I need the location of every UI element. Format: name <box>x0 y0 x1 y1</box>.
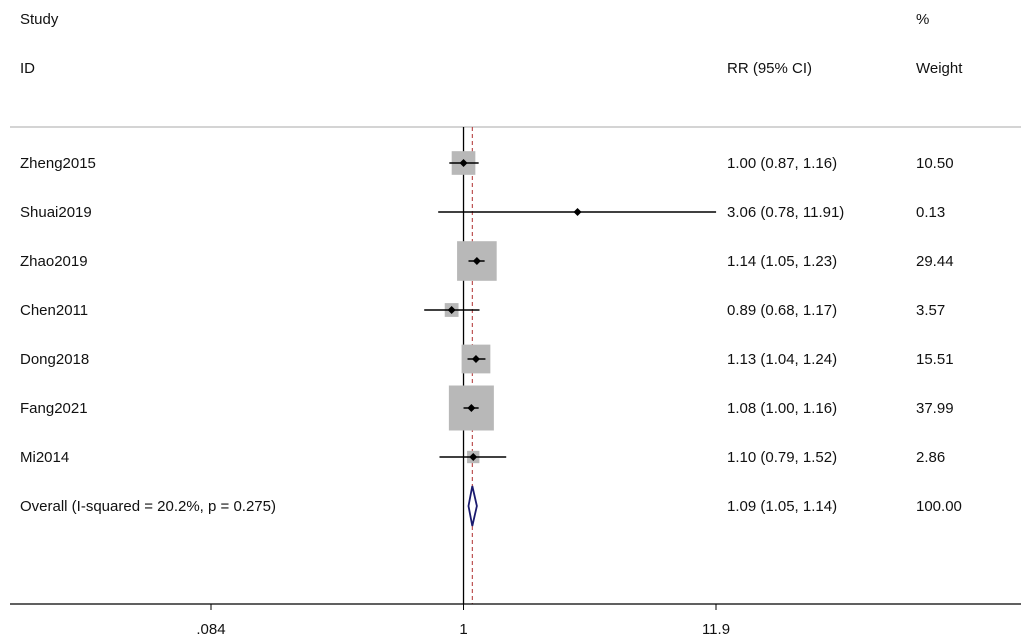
point-estimate <box>469 453 478 461</box>
weight-value: 0.13 <box>916 204 945 221</box>
study-row: Zheng2015 1.00 (0.87, 1.16) 10.50 <box>20 151 954 175</box>
rr-ci-value: 3.06 (0.78, 11.91) <box>727 204 844 221</box>
study-name: Zhao2019 <box>20 253 88 270</box>
header-effect-label: RR (95% CI) <box>727 60 812 77</box>
rr-ci-value: 1.14 (1.05, 1.23) <box>727 253 837 270</box>
x-axis-ticks: .084 1 11.9 <box>196 604 730 638</box>
study-row: Zhao2019 1.14 (1.05, 1.23) 29.44 <box>20 241 954 281</box>
rr-ci-value: 0.89 (0.68, 1.17) <box>727 302 837 319</box>
weight-value: 37.99 <box>916 400 954 417</box>
study-rows: Zheng2015 1.00 (0.87, 1.16) 10.50 Shuai2019… <box>20 151 954 466</box>
point-estimate <box>573 208 582 216</box>
header-weight-label: Weight <box>916 60 963 77</box>
study-name: Dong2018 <box>20 351 89 368</box>
x-tick-label: 1 <box>459 621 467 638</box>
weight-value: 3.57 <box>916 302 945 319</box>
point-estimate <box>467 404 476 412</box>
weight-value: 10.50 <box>916 155 954 172</box>
header-id-label: ID <box>20 60 35 77</box>
point-estimate <box>459 159 468 167</box>
study-name: Zheng2015 <box>20 155 96 172</box>
rr-ci-value: 1.10 (0.79, 1.52) <box>727 449 837 466</box>
rr-ci-value: 1.13 (1.04, 1.24) <box>727 351 837 368</box>
overall-label: Overall (I-squared = 20.2%, p = 0.275) <box>20 498 276 515</box>
rr-ci-value: 1.00 (0.87, 1.16) <box>727 155 837 172</box>
weight-value: 2.86 <box>916 449 945 466</box>
header-study-label: Study <box>20 11 59 28</box>
overall-row: Overall (I-squared = 20.2%, p = 0.275) 1.… <box>20 485 962 527</box>
study-name: Shuai2019 <box>20 204 92 221</box>
rr-ci-value: 1.08 (1.00, 1.16) <box>727 400 837 417</box>
study-name: Chen2011 <box>20 302 88 319</box>
overall-diamond <box>467 485 478 527</box>
study-row: Mi2014 1.10 (0.79, 1.52) 2.86 <box>20 449 945 466</box>
weight-value: 15.51 <box>916 351 954 368</box>
point-estimate <box>471 355 480 363</box>
study-row: Fang2021 1.08 (1.00, 1.16) 37.99 <box>20 385 954 431</box>
header-percent-label: % <box>916 11 929 28</box>
overall-weight-value: 100.00 <box>916 498 962 515</box>
x-tick-label: .084 <box>196 621 225 638</box>
study-row: Shuai2019 3.06 (0.78, 11.91) 0.13 <box>20 204 945 221</box>
study-name: Mi2014 <box>20 449 69 466</box>
study-row: Dong2018 1.13 (1.04, 1.24) 15.51 <box>20 344 954 374</box>
study-name: Fang2021 <box>20 400 88 417</box>
point-estimate <box>472 257 481 265</box>
weight-value: 29.44 <box>916 253 954 270</box>
study-row: Chen2011 0.89 (0.68, 1.17) 3.57 <box>20 302 945 319</box>
overall-rr-ci-value: 1.09 (1.05, 1.14) <box>727 498 837 515</box>
x-tick-label: 11.9 <box>702 621 730 638</box>
point-estimate <box>447 306 456 314</box>
